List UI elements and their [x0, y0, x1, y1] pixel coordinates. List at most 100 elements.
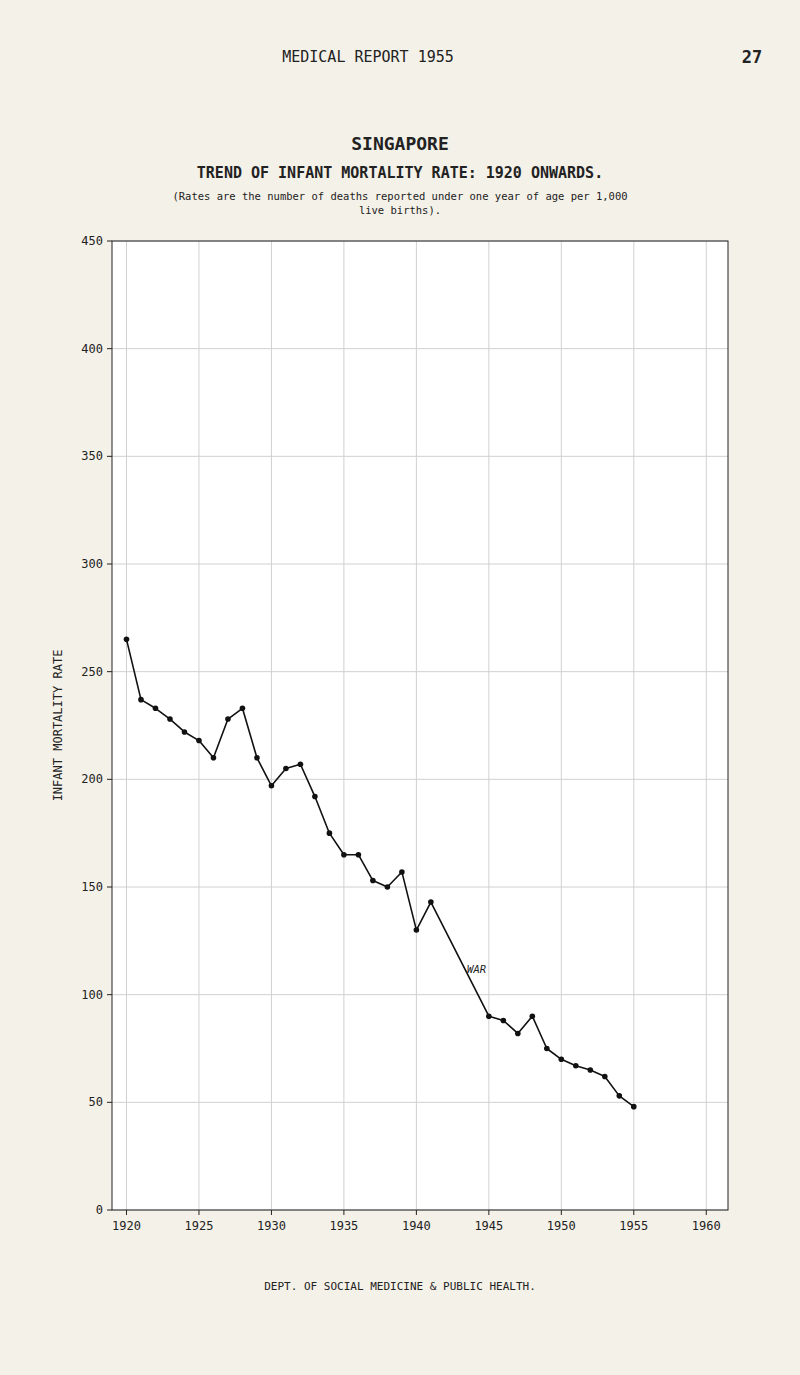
point: [399, 869, 405, 875]
tick-label: 1920: [112, 1219, 141, 1233]
point: [167, 716, 173, 722]
point: [196, 738, 202, 744]
point: [356, 852, 362, 858]
point: [544, 1046, 550, 1052]
grid-line: [112, 456, 728, 457]
point: [153, 705, 159, 711]
tick-label: 200: [81, 772, 103, 786]
point: [631, 1104, 637, 1110]
tick: [561, 1210, 562, 1215]
tick-label: 150: [81, 880, 103, 894]
tick-label: 100: [81, 988, 103, 1002]
grid-line: [112, 1102, 728, 1103]
point: [211, 755, 217, 761]
tick: [488, 1210, 489, 1215]
grid-line: [416, 241, 417, 1210]
tick-label: 1935: [329, 1219, 358, 1233]
point: [428, 899, 434, 905]
point: [486, 1013, 492, 1019]
tick-label: 1955: [619, 1219, 648, 1233]
chart: MEDICAL REPORT 1955 27 SINGAPORE TREND OF I…: [0, 0, 800, 1375]
point: [573, 1063, 579, 1069]
grid-line: [561, 241, 562, 1210]
tick: [107, 456, 112, 457]
grid-line: [488, 241, 489, 1210]
tick-label: 1945: [474, 1219, 503, 1233]
tick: [107, 994, 112, 995]
point: [182, 729, 188, 735]
point: [559, 1056, 565, 1062]
tick: [107, 671, 112, 672]
grid-line: [343, 241, 344, 1210]
point: [312, 794, 318, 800]
line: [126, 639, 633, 1106]
grid-line: [112, 671, 728, 672]
plot-area: [112, 241, 728, 1210]
tick: [107, 564, 112, 565]
tick-label: 1930: [257, 1219, 286, 1233]
title: TREND OF INFANT MORTALITY RATE: 1920 ONW…: [197, 164, 603, 182]
tick: [107, 241, 112, 242]
tick: [107, 887, 112, 888]
tick-label: 250: [81, 665, 103, 679]
point: [385, 884, 391, 890]
grid-line: [271, 241, 272, 1210]
point: [588, 1067, 594, 1073]
subtitle: live births).: [359, 204, 441, 216]
tick: [271, 1210, 272, 1215]
tick-label: 50: [89, 1095, 103, 1109]
tick: [343, 1210, 344, 1215]
grid-line: [706, 241, 707, 1210]
tick: [107, 779, 112, 780]
grid-line: [126, 241, 127, 1210]
header: MEDICAL REPORT 1955: [282, 48, 454, 66]
point: [283, 766, 289, 772]
tick: [107, 1210, 112, 1211]
tick: [416, 1210, 417, 1215]
grid-line: [112, 887, 728, 888]
plot-frame: [112, 241, 728, 1210]
point: [370, 878, 376, 884]
tick-label: 0: [96, 1203, 103, 1217]
tick: [198, 1210, 199, 1215]
annotation: WAR: [467, 963, 486, 975]
point: [124, 637, 130, 643]
point: [530, 1013, 536, 1019]
point: [602, 1074, 608, 1080]
y-axis-label: INFANT MORTALITY RATE: [51, 650, 65, 802]
point: [138, 697, 144, 703]
grid-line: [198, 241, 199, 1210]
tick-label: 1950: [547, 1219, 576, 1233]
point: [414, 927, 420, 933]
point: [501, 1018, 507, 1024]
point: [269, 783, 275, 789]
tick: [706, 1210, 707, 1215]
tick-label: 1925: [185, 1219, 214, 1233]
point: [298, 761, 304, 767]
point: [327, 830, 333, 836]
tick-label: 300: [81, 557, 103, 571]
point: [225, 716, 231, 722]
grid-line: [112, 564, 728, 565]
grid: [112, 241, 728, 1210]
grid-line: [112, 779, 728, 780]
footer: DEPT. OF SOCIAL MEDICINE & PUBLIC HEALTH…: [264, 1280, 536, 1293]
series: [124, 637, 637, 1110]
title: SINGAPORE: [351, 133, 449, 154]
grid-line: [112, 348, 728, 349]
tick: [126, 1210, 127, 1215]
tick-label: 350: [81, 449, 103, 463]
tick-label: 1960: [692, 1219, 721, 1233]
point: [515, 1031, 521, 1037]
tick-label: 1940: [402, 1219, 431, 1233]
tick-label: 450: [81, 234, 103, 248]
tick: [107, 348, 112, 349]
subtitle: (Rates are the number of deaths reported…: [172, 190, 627, 202]
tick: [107, 1102, 112, 1103]
point: [616, 1093, 622, 1099]
point: [341, 852, 347, 858]
grid-line: [112, 994, 728, 995]
point: [254, 755, 260, 761]
tick-label: 400: [81, 342, 103, 356]
page-number: 27: [742, 47, 762, 67]
